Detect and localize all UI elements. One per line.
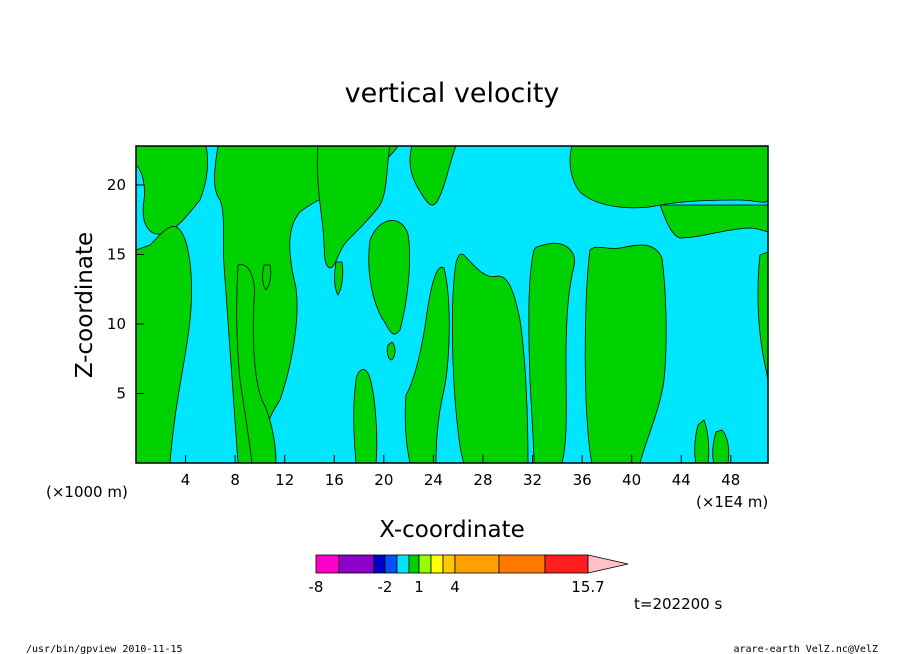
- positive-region: [368, 220, 410, 335]
- colorbar-segment: [373, 554, 386, 574]
- positive-region: [712, 429, 730, 463]
- positive-region: [409, 146, 457, 206]
- positive-region: [334, 261, 344, 296]
- x-unit-left: (×1000 m): [46, 483, 128, 501]
- x-tick-label: 28: [473, 471, 492, 489]
- colorbar-segment: [442, 554, 456, 574]
- colorbar-segment: [338, 554, 375, 574]
- y-tick-label: 10: [107, 315, 126, 333]
- y-tick-label: 5: [116, 384, 126, 402]
- positive-region: [694, 419, 710, 463]
- colorbar-segment: [396, 554, 410, 574]
- x-tick-label: 8: [230, 471, 240, 489]
- colorbar-tick-label: -2: [378, 578, 393, 596]
- time-label: t=202200 s: [634, 595, 722, 613]
- colorbar-segment: [430, 554, 444, 574]
- positive-region: [404, 266, 450, 463]
- colorbar-tick-label: -8: [309, 578, 324, 596]
- x-unit-right: (×1E4 m): [696, 493, 768, 511]
- positive-region: [316, 146, 391, 269]
- colorbar-segment: [498, 554, 546, 574]
- colorbar-tick-label: 15.7: [571, 578, 604, 596]
- colorbar-tick-labels: -8 -2 1 4 15.7: [309, 578, 605, 596]
- colorbar-extension: [587, 554, 629, 574]
- x-axis-ticks: 4 8 12 16 20 24 28 32 36 40 44 48: [181, 455, 740, 489]
- positive-region: [659, 204, 768, 239]
- colorbar-segment: [315, 554, 340, 574]
- x-tick-label: 16: [325, 471, 344, 489]
- footer-left: /usr/bin/gpview 2010-11-15: [26, 644, 183, 654]
- x-tick-label: 4: [181, 471, 191, 489]
- contour-regions: [136, 146, 768, 463]
- y-axis-ticks: 5 10 15 20: [107, 176, 144, 402]
- colorbar-segment: [454, 554, 500, 574]
- x-tick-label: 32: [523, 471, 542, 489]
- positive-region: [236, 264, 277, 463]
- positive-region: [136, 226, 192, 463]
- positive-region: [353, 369, 378, 463]
- x-tick-label: 20: [374, 471, 393, 489]
- colorbar-segment: [418, 554, 432, 574]
- positive-region: [386, 341, 396, 361]
- positive-region: [451, 253, 529, 463]
- colorbar-segment: [384, 554, 398, 574]
- x-tick-label: 48: [721, 471, 740, 489]
- positive-region: [262, 264, 272, 291]
- y-tick-label: 20: [107, 176, 126, 194]
- positive-region: [569, 146, 768, 209]
- plot-area: [136, 146, 768, 463]
- x-tick-label: 44: [672, 471, 691, 489]
- y-axis-label: Z-coordinate: [72, 232, 98, 378]
- positive-region: [528, 242, 576, 463]
- x-tick-label: 40: [622, 471, 641, 489]
- chart-title: vertical velocity: [345, 78, 560, 109]
- x-tick-label: 36: [573, 471, 592, 489]
- x-tick-label: 12: [275, 471, 294, 489]
- colorbar-segment: [408, 554, 420, 574]
- plot-frame: [135, 145, 769, 464]
- positive-region: [584, 244, 667, 463]
- footer-right: arare-earth_VelZ.nc@VelZ: [734, 644, 879, 654]
- y-tick-label: 15: [107, 245, 126, 263]
- colorbar-tick-label: 1: [414, 578, 424, 596]
- x-tick-label: 24: [424, 471, 443, 489]
- colorbar-tick-label: 4: [450, 578, 460, 596]
- colorbar: [315, 554, 629, 574]
- colorbar-segment: [544, 554, 589, 574]
- x-axis-label: X-coordinate: [379, 517, 525, 543]
